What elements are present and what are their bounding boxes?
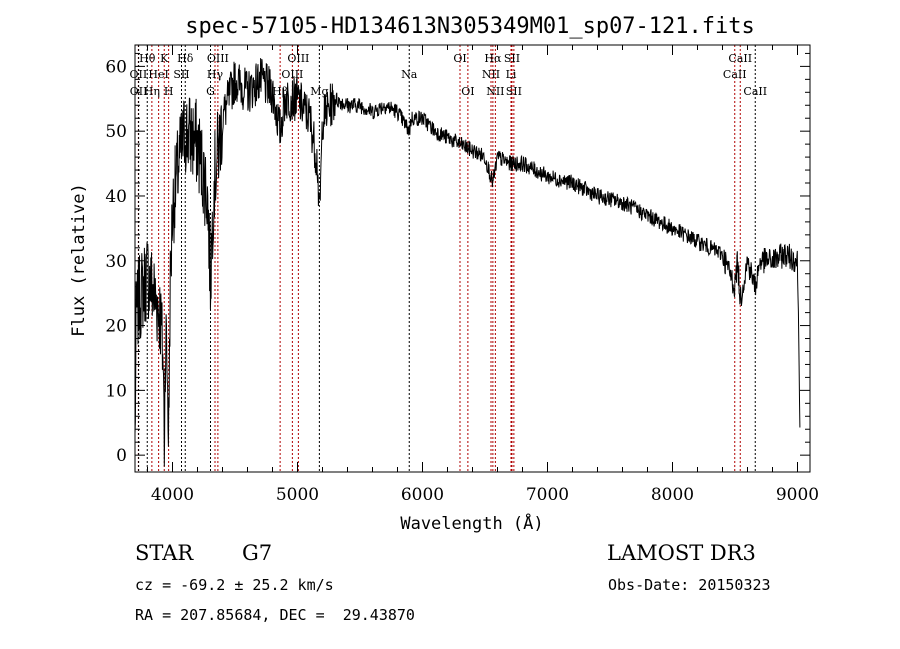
x-axis-label: Wavelength (Å) <box>400 512 543 534</box>
spectral-line-label: OII <box>130 68 148 81</box>
spectral-line-label: OIII <box>287 52 309 65</box>
spectral-line-label: CaII <box>728 52 752 65</box>
spectral-line-label: OIII <box>207 52 229 65</box>
spectral-line-label: Na <box>401 68 418 81</box>
spectral-line-label: Li <box>506 68 517 81</box>
y-tick-label: 50 <box>105 122 127 142</box>
y-tick-label: 10 <box>105 381 127 401</box>
x-tick-label: 4000 <box>151 485 194 505</box>
spectral-line-label: Hδ <box>177 52 194 65</box>
spectral-line-label: OI <box>461 85 474 98</box>
spectral-line-label: Hθ <box>139 52 156 65</box>
y-tick-label: 60 <box>105 57 127 77</box>
plot-frame <box>134 44 811 473</box>
x-tick-label: 8000 <box>651 485 694 505</box>
spectral-line-label: Mg <box>310 85 328 98</box>
coordinates: RA = 207.85684, DEC = 29.43870 <box>135 606 415 624</box>
spectral-line-label: K <box>160 52 169 65</box>
spectral-line-label: SII <box>504 52 520 65</box>
spectral-line-label: Hγ <box>207 68 224 81</box>
spectral-line-label: Hη <box>144 85 160 98</box>
x-tick-label: 6000 <box>401 485 444 505</box>
obs-date: Obs-Date: 20150323 <box>608 576 771 594</box>
spectral-line-label: CaII <box>743 85 767 98</box>
spectral-line-label: OIII <box>281 68 303 81</box>
chart-title: spec-57105-HD134613N305349M01_sp07-121.f… <box>185 14 755 39</box>
x-tick-label: 5000 <box>276 485 319 505</box>
redshift-cz: cz = -69.2 ± 25.2 km/s <box>135 576 334 594</box>
spectral-line-label: SII <box>506 85 522 98</box>
spectral-line-label: H <box>164 85 174 98</box>
spectral-line-label: CaII <box>723 68 747 81</box>
y-tick-label: 0 <box>116 446 127 466</box>
spectral-line-label: NII <box>486 85 504 98</box>
spectral-line-label: G <box>206 85 215 98</box>
object-class: STAR <box>135 541 194 565</box>
spectral-line-label: SII <box>173 68 189 81</box>
x-tick-label: 9000 <box>776 485 819 505</box>
x-tick-label: 7000 <box>526 485 569 505</box>
y-tick-label: 30 <box>105 252 127 272</box>
y-axis-label: Flux (relative) <box>69 183 89 337</box>
spectral-line-label: Hα <box>484 52 502 65</box>
y-tick-label: 20 <box>105 317 127 337</box>
spectral-line-label: OII <box>130 85 148 98</box>
y-tick-label: 40 <box>105 187 127 207</box>
spectral-line-label: NII <box>482 68 500 81</box>
subclass: G7 <box>242 541 272 565</box>
survey-name: LAMOST DR3 <box>607 541 756 565</box>
spectral-line-label: HeI <box>148 68 168 81</box>
spectrum-line <box>134 58 801 467</box>
spectral-line-label: OI <box>453 52 466 65</box>
